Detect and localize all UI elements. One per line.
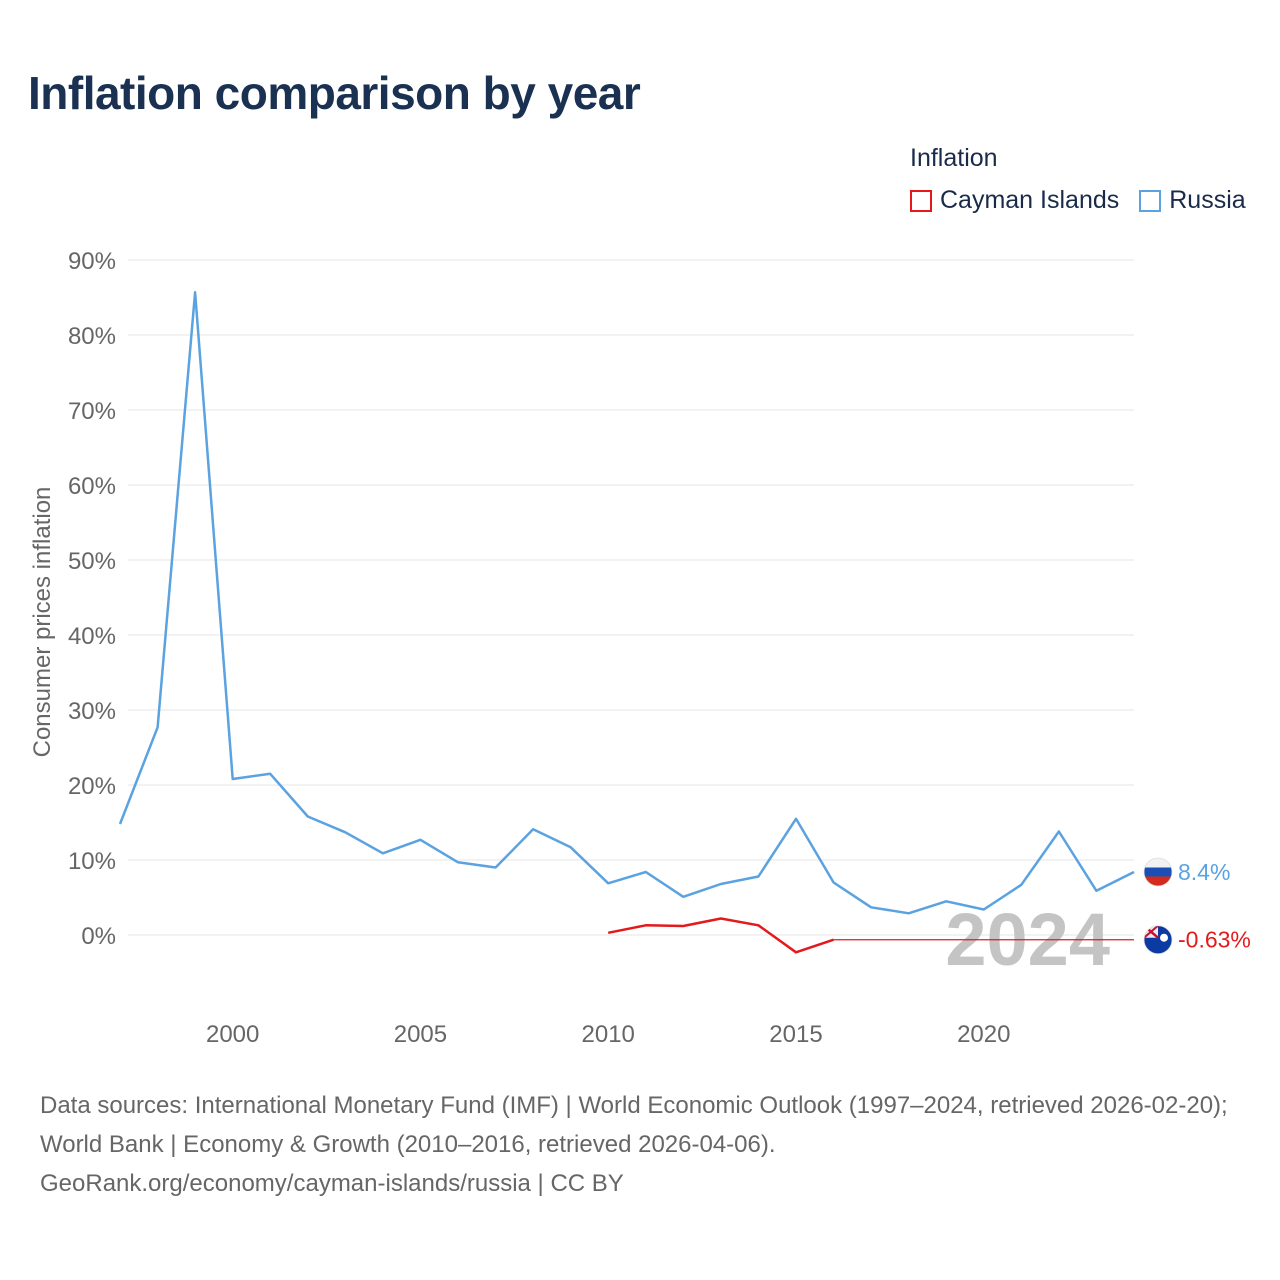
flag-icon-russia <box>1143 857 1173 887</box>
legend-item-russia[interactable]: Russia <box>1139 186 1246 215</box>
chart-title: Inflation comparison by year <box>28 67 641 119</box>
y-axis-label: Consumer prices inflation <box>29 487 56 758</box>
y-tick-label: 20% <box>68 773 116 800</box>
footer-sources: Data sources: International Monetary Fun… <box>40 1092 1228 1158</box>
end-value-label-cayman-islands: -0.63% <box>1178 927 1251 953</box>
legend-label-cayman-islands: Cayman Islands <box>940 186 1120 214</box>
y-tick-label: 40% <box>68 623 116 650</box>
footer-attribution[interactable]: GeoRank.org/economy/cayman-islands/russi… <box>40 1170 624 1197</box>
legend-title: Inflation <box>910 144 998 172</box>
y-tick-label: 60% <box>68 473 116 500</box>
legend: Inflation Cayman Islands Russia <box>910 144 1246 214</box>
x-tick-label: 2015 <box>769 1021 822 1048</box>
flag-icon-cayman-islands <box>1143 925 1173 955</box>
legend-swatch-russia <box>1139 189 1162 212</box>
x-tick-label: 2005 <box>394 1021 447 1048</box>
y-tick-label: 10% <box>68 848 116 875</box>
y-tick-label: 80% <box>68 323 116 350</box>
y-tick-label: 50% <box>68 548 116 575</box>
y-tick-label: 0% <box>81 923 116 950</box>
line-chart: 2024 0%10%20%30%40%50%60%70%80%90%2000 20… <box>29 248 1251 1048</box>
series-line-cayman-islands[interactable] <box>607 917 834 954</box>
end-value-label-russia: 8.4% <box>1178 859 1230 885</box>
x-tick-label: 2010 <box>582 1021 635 1048</box>
legend-swatch-cayman-islands <box>910 189 932 212</box>
x-tick-label: 2020 <box>957 1021 1010 1048</box>
series-line-russia[interactable] <box>118 291 1135 915</box>
x-tick-label: 2000 <box>206 1021 259 1048</box>
y-tick-label: 90% <box>68 248 116 275</box>
y-tick-label: 30% <box>68 698 116 725</box>
y-tick-label: 70% <box>68 398 116 425</box>
legend-item-cayman-islands[interactable]: Cayman Islands <box>910 186 1119 215</box>
legend-label-russia: Russia <box>1169 186 1246 214</box>
footer: Data sources: International Monetary Fun… <box>40 1086 1250 1203</box>
